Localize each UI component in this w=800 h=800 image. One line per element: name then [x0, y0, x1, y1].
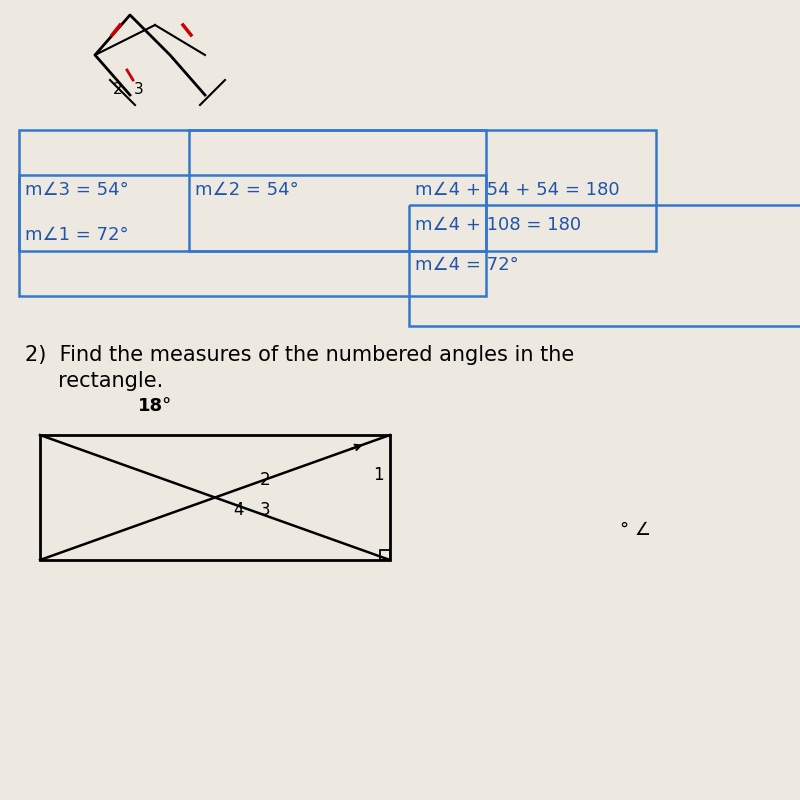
Bar	[40, 435, 390, 560]
Text: ° ∠: ° ∠	[620, 521, 651, 539]
Text: 3: 3	[134, 82, 144, 98]
Text: 3: 3	[260, 501, 270, 519]
Text: 18°: 18°	[138, 397, 172, 415]
Text: 4: 4	[233, 501, 243, 519]
Text: m∠3 = 54°: m∠3 = 54°	[25, 181, 129, 199]
Text: m∠1 = 72°: m∠1 = 72°	[25, 226, 129, 244]
Text: 2: 2	[112, 82, 122, 98]
Text: m∠4 + 54 + 54 = 180: m∠4 + 54 + 54 = 180	[415, 181, 620, 199]
Bar	[380, 550, 390, 560]
Text: 2)  Find the measures of the numbered angles in the: 2) Find the measures of the numbered ang…	[25, 345, 574, 365]
Text: rectangle.: rectangle.	[25, 371, 163, 391]
Text: m∠4 + 108 = 180: m∠4 + 108 = 180	[415, 216, 581, 234]
Text: m∠2 = 54°: m∠2 = 54°	[195, 181, 298, 199]
Text: 2: 2	[260, 471, 270, 489]
Text: 1: 1	[373, 466, 383, 484]
Text: m∠4 = 72°: m∠4 = 72°	[415, 256, 518, 274]
